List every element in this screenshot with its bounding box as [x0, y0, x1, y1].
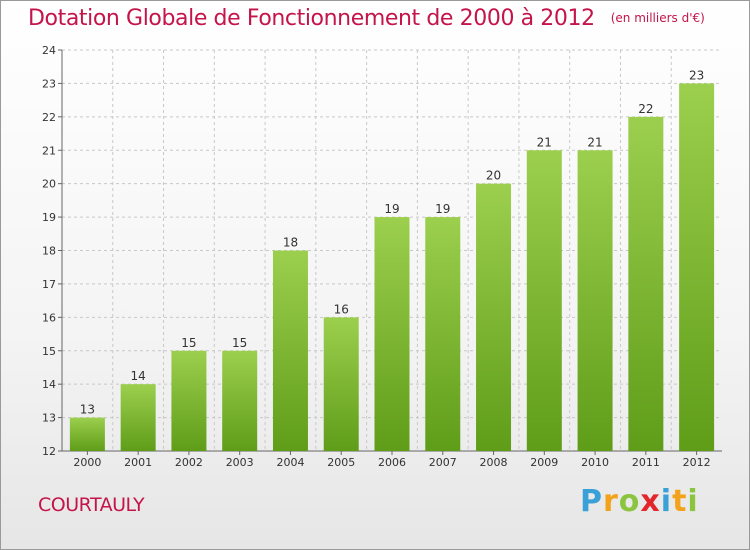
chart-title-text: Dotation Globale de Fonctionnement de 20…: [28, 6, 595, 31]
bars: [69, 83, 715, 452]
chart-title: Dotation Globale de Fonctionnement de 20…: [28, 6, 705, 31]
x-tick-label: 2011: [632, 456, 660, 469]
logo-letter: o: [618, 484, 641, 519]
y-tick-label: 18: [42, 245, 56, 258]
bar: [120, 384, 156, 451]
bar: [679, 83, 715, 452]
y-tick-label: 15: [42, 345, 56, 358]
logo-letter: t: [672, 484, 688, 519]
value-label: 14: [131, 369, 146, 383]
y-tick-label: 16: [42, 311, 56, 324]
y-tick-label: 19: [42, 211, 56, 224]
bar: [577, 150, 613, 451]
x-tick-label: 2004: [276, 456, 304, 469]
x-tick-label: 2001: [124, 456, 152, 469]
y-tick-label: 14: [42, 378, 56, 391]
value-label: 21: [537, 135, 552, 149]
bar: [323, 317, 359, 451]
y-tick-labels: 12 13 14 15 16 17 18 19 20 21 22 23 24: [42, 44, 56, 458]
logo-letter: P: [580, 484, 603, 519]
y-tick-label: 17: [42, 278, 56, 291]
value-label: 19: [384, 202, 399, 216]
y-tick-label: 21: [42, 144, 56, 157]
chart-unit: (en milliers d'€): [610, 11, 705, 25]
bar: [222, 350, 258, 451]
value-label: 13: [80, 403, 95, 417]
commune-name: COURTAULY: [38, 494, 145, 516]
x-tick-label: 2002: [175, 456, 203, 469]
y-tick-label: 13: [42, 412, 56, 425]
x-tick-label: 2000: [73, 456, 101, 469]
value-label: 21: [587, 135, 602, 149]
y-tick-label: 22: [42, 111, 56, 124]
value-label: 16: [334, 302, 349, 316]
x-tick-label: 2009: [530, 456, 558, 469]
y-tick-label: 24: [42, 44, 56, 57]
x-tick-label: 2003: [226, 456, 254, 469]
y-tick-label: 12: [42, 445, 56, 458]
x-tick-labels: 2000 2001 2002 2003 2004 2005 2006 2007 2008 2009…: [73, 456, 710, 469]
x-tick-label: 2012: [683, 456, 711, 469]
y-tick-label: 23: [42, 77, 56, 90]
bar: [425, 217, 461, 451]
value-label: 18: [283, 236, 298, 250]
bar: [476, 183, 512, 451]
value-label: 22: [638, 102, 653, 116]
value-label: 15: [181, 336, 196, 350]
bar: [526, 150, 562, 451]
value-label: 15: [232, 336, 247, 350]
bar: [374, 217, 410, 451]
x-tick-label: 2005: [327, 456, 355, 469]
x-tick-label: 2007: [429, 456, 457, 469]
x-tick-label: 2008: [480, 456, 508, 469]
bar: [69, 417, 105, 451]
logo-letter: i: [687, 484, 699, 519]
logo-letter: r: [603, 484, 619, 519]
logo-letter: i: [660, 484, 673, 519]
value-label: 23: [689, 68, 704, 82]
value-label: 19: [435, 202, 450, 216]
value-label: 20: [486, 169, 501, 183]
x-tick-label: 2010: [581, 456, 609, 469]
bar: [171, 350, 207, 451]
bar: [272, 250, 308, 451]
y-tick-label: 20: [42, 178, 56, 191]
proxiti-logo: Proxiti: [580, 484, 699, 519]
value-labels: 13 14 15 15 18 16 19 19 20 21 21 22 23: [80, 68, 705, 416]
logo-letter: x: [640, 484, 661, 519]
bar: [628, 116, 664, 451]
x-tick-label: 2006: [378, 456, 406, 469]
